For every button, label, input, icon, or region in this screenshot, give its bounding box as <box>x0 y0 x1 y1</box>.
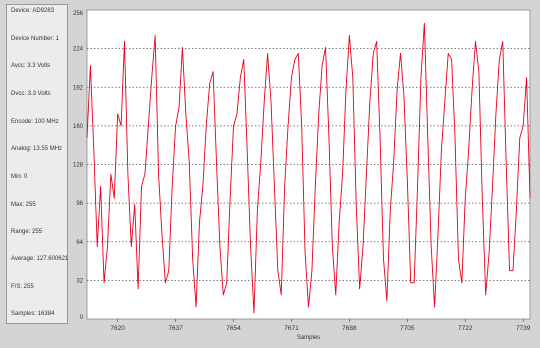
y-tick-label: 128 <box>73 163 84 169</box>
y-tick-label: 96 <box>76 201 83 207</box>
avcc-info: Avcc: 3.3 Volts <box>11 63 51 69</box>
waveform-trace <box>86 22 531 314</box>
x-axis-ticks: 7620 7637 7654 7671 7688 7705 7722 7739 <box>110 319 531 332</box>
x-tick-label: 7671 <box>284 325 299 332</box>
device-info: Device: AD9283 <box>11 8 55 14</box>
info-panel: Device: AD9283 Device Number: 1 Avcc: 3.… <box>6 4 71 324</box>
fs-info: F/S: 255 <box>11 284 34 290</box>
y-axis-ticks: 256 224 192 160 128 96 64 32 0 <box>73 11 84 321</box>
max-info: Max: 255 <box>11 202 36 208</box>
x-tick-label: 7722 <box>458 325 473 332</box>
y-tick-label: 192 <box>73 85 84 91</box>
x-axis-label: Samples <box>297 335 320 341</box>
samples-info: Samples: 16384 <box>11 311 55 317</box>
grid-lines <box>87 48 530 281</box>
x-tick-label: 7705 <box>400 325 415 332</box>
y-tick-label: 32 <box>76 278 83 284</box>
y-tick-label: 0 <box>80 315 84 321</box>
x-tick-label: 7654 <box>226 325 241 332</box>
y-tick-label: 160 <box>73 124 84 130</box>
device-number-info: Device Number: 1 <box>11 36 60 42</box>
x-tick-label: 7688 <box>342 325 357 332</box>
x-tick-label: 7739 <box>516 325 531 332</box>
range-info: Range: 255 <box>11 229 43 235</box>
y-tick-label: 64 <box>76 240 83 246</box>
analog-info: Analog: 13.55 MHz <box>11 146 63 152</box>
y-tick-label: 224 <box>73 47 84 53</box>
average-info: Average: 127.600621( <box>11 256 71 262</box>
x-tick-label: 7637 <box>168 325 183 332</box>
x-tick-label: 7620 <box>110 325 125 332</box>
min-info: Min: 0 <box>11 174 28 180</box>
encode-info: Encode: 100 MHz <box>11 119 59 125</box>
dvcc-info: Dvcc: 3.3 Volts <box>11 91 51 97</box>
y-tick-label: 256 <box>73 11 84 17</box>
plot-frame: 256 224 192 160 128 96 64 32 0 7620 7637 7654 7671 7… <box>68 4 538 344</box>
